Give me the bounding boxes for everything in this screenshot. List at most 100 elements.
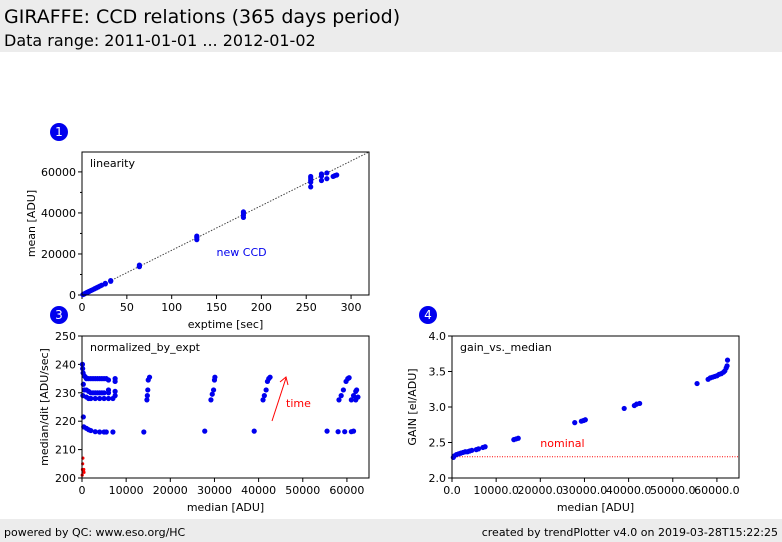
- x-tick-label: 0: [79, 301, 86, 314]
- x-tick-label: 60000: [329, 484, 364, 497]
- annotation-new-ccd: new CCD: [217, 246, 267, 259]
- y-axis-label: mean [ADU]: [25, 190, 38, 257]
- data-point: [101, 395, 107, 402]
- plot-title: gain_vs._median: [460, 341, 552, 354]
- data-point: [112, 378, 118, 385]
- y-tick-label: 230: [55, 387, 76, 400]
- y-tick-label: 2.5: [429, 437, 447, 450]
- data-point: [324, 176, 330, 182]
- data-point: [694, 380, 700, 387]
- plot-badge-1: 1: [50, 123, 68, 141]
- y-tick-label: 220: [55, 415, 76, 428]
- data-point: [103, 429, 109, 435]
- x-tick-label: 150: [206, 301, 227, 314]
- x-tick-label: 10000: [109, 484, 144, 497]
- data-point: [80, 366, 86, 372]
- data-point: [338, 393, 344, 399]
- plot-frame: [81, 335, 370, 479]
- data-point: [261, 393, 267, 399]
- y-tick-label: 250: [55, 330, 76, 343]
- data-point: [194, 233, 200, 239]
- data-point: [582, 417, 588, 423]
- data-point: [92, 429, 98, 435]
- y-tick-label: 60000: [41, 166, 76, 179]
- data-point: [209, 391, 215, 397]
- x-tick-label: 250: [296, 301, 317, 314]
- data-point: [202, 428, 208, 434]
- page-title: GIRAFFE: CCD relations (365 days period): [4, 6, 401, 28]
- y-tick-label: 3.5: [429, 366, 447, 379]
- x-axis-label: median [ADU]: [557, 501, 634, 514]
- y-axis-label: GAIN [el/ADU]: [406, 368, 419, 445]
- data-point: [475, 446, 482, 452]
- data-point: [208, 397, 214, 403]
- x-tick-label: 20000.0: [518, 484, 564, 497]
- time-arrow-head: [279, 376, 289, 386]
- data-point: [101, 390, 107, 396]
- data-point: [324, 170, 330, 176]
- annotation-nominal: nominal: [540, 437, 584, 450]
- header: GIRAFFE: CCD relations (365 days period)…: [0, 0, 782, 52]
- data-point: [354, 387, 360, 393]
- data-point: [260, 397, 266, 403]
- x-tick-label: 50: [120, 301, 134, 314]
- footer-created-by: created by trendPlotter v4.0 on 2019-03-…: [481, 526, 778, 539]
- data-point: [251, 428, 257, 434]
- data-point: [105, 395, 112, 402]
- data-point: [515, 435, 521, 441]
- y-tick-label: 4.0: [429, 330, 447, 343]
- data-point: [240, 209, 247, 215]
- data-point: [336, 397, 342, 403]
- annotation-time: time: [286, 397, 311, 410]
- data-point: [335, 429, 341, 435]
- data-point: [146, 374, 153, 380]
- data-point: [350, 393, 357, 399]
- x-tick-label: 40000.0: [606, 484, 652, 497]
- x-tick-label: 200: [251, 301, 272, 314]
- data-point: [110, 429, 116, 435]
- data-point: [308, 173, 314, 180]
- plot-title: linearity: [90, 157, 135, 170]
- data-point: [572, 420, 578, 426]
- x-tick-label: 100: [161, 301, 182, 314]
- data-point: [340, 387, 346, 393]
- data-point: [105, 377, 112, 383]
- data-point: [144, 397, 150, 403]
- data-point: [108, 278, 114, 284]
- data-point: [324, 428, 330, 434]
- data-point: [482, 444, 488, 450]
- data-point: [724, 357, 731, 363]
- data-point: [334, 172, 340, 178]
- y-tick-label: 40000: [41, 207, 76, 220]
- data-point: [353, 397, 359, 403]
- red-data-point: [82, 467, 86, 472]
- footer: powered by QC: www.eso.org/HC created by…: [0, 519, 782, 542]
- data-point: [724, 363, 730, 369]
- x-tick-label: 30000: [197, 484, 232, 497]
- data-point: [141, 429, 147, 435]
- x-tick-label: 20000: [153, 484, 188, 497]
- data-point: [263, 387, 269, 393]
- y-axis-label: median/dit [ADU/sec]: [38, 348, 51, 466]
- y-tick-label: 200: [55, 472, 76, 485]
- data-point: [318, 177, 325, 184]
- x-tick-label: 50000: [285, 484, 320, 497]
- data-point: [348, 397, 354, 403]
- plot-frame: [81, 151, 370, 296]
- x-tick-label: 50000.0: [650, 484, 696, 497]
- x-tick-label: 0.0: [443, 484, 461, 497]
- data-point: [318, 171, 325, 177]
- data-point: [342, 429, 348, 435]
- data-point: [637, 400, 643, 407]
- x-tick-label: 60000.0: [694, 484, 740, 497]
- y-tick-label: 210: [55, 444, 76, 457]
- x-tick-label: 300: [341, 301, 362, 314]
- x-tick-label: 40000: [241, 484, 276, 497]
- data-point: [97, 429, 103, 435]
- data-point: [105, 387, 112, 393]
- data-point: [212, 374, 218, 380]
- plot-badge-4: 4: [419, 306, 437, 324]
- red-data-point: [82, 470, 86, 474]
- x-tick-label: 30000.0: [562, 484, 608, 497]
- x-axis-label: exptime [sec]: [188, 318, 264, 331]
